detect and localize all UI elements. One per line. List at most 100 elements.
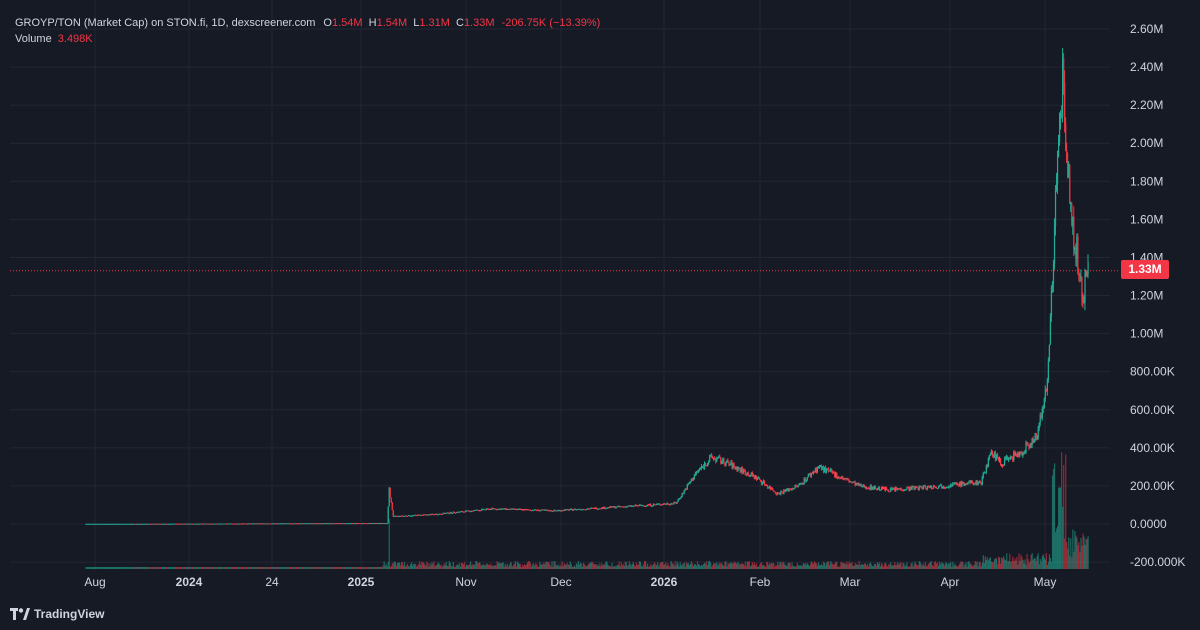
volume-bar <box>141 567 143 569</box>
candle-body <box>966 483 968 485</box>
volume-bar <box>282 567 285 569</box>
candle-body <box>717 457 719 459</box>
candle-body <box>566 509 568 511</box>
candle-body <box>722 457 724 463</box>
candle-body <box>575 509 578 511</box>
candle-body <box>158 523 160 525</box>
candle-body <box>710 454 712 457</box>
candle-body <box>314 523 316 525</box>
volume-bar <box>896 564 898 569</box>
candle-body <box>1026 443 1028 445</box>
volume-bar <box>165 567 168 569</box>
candle-body <box>1007 456 1009 461</box>
volume-bar <box>530 563 532 569</box>
candle-body <box>831 469 833 472</box>
price-axis[interactable]: 2.60M2.40M2.20M2.00M1.80M1.60M1.40M1.20M… <box>1130 22 1185 569</box>
candle-body <box>513 508 515 510</box>
candle-body <box>634 504 637 507</box>
candle-body <box>1043 398 1045 409</box>
volume-label[interactable]: Volume <box>15 33 52 45</box>
volume-bar <box>381 567 383 569</box>
volume-bar <box>616 565 618 569</box>
candle-body <box>242 523 244 525</box>
candle-body <box>946 487 948 489</box>
volume-bar <box>518 563 521 569</box>
volume-bar <box>1040 561 1042 569</box>
volume-bar <box>365 567 367 569</box>
volume-bar <box>301 567 303 569</box>
candle-body <box>1048 344 1051 362</box>
volume-bar <box>781 564 783 569</box>
volume-bar <box>710 562 712 569</box>
candle-body <box>321 523 323 525</box>
candle-body <box>591 507 593 509</box>
candle-body <box>324 523 326 525</box>
volume-bar <box>322 567 324 569</box>
candle-body <box>626 506 628 508</box>
volume-bar <box>696 561 699 569</box>
candle-body <box>139 523 141 525</box>
volume-bar <box>614 565 616 569</box>
volume-bar <box>632 562 634 569</box>
candle-body <box>353 523 355 525</box>
volume-bar <box>841 562 843 569</box>
candle-body <box>676 502 678 504</box>
volume-bar <box>948 563 950 569</box>
volume-bar <box>482 564 484 569</box>
candle-body <box>553 509 555 512</box>
candle-body <box>647 504 649 506</box>
volume-bar <box>298 567 300 569</box>
candle-body <box>357 523 359 525</box>
volume-bar <box>650 563 652 569</box>
candle-body <box>531 510 533 512</box>
volume-bar <box>402 565 405 569</box>
candle-body <box>1002 464 1004 467</box>
candle-body <box>401 515 404 517</box>
volume-bar <box>877 563 880 569</box>
volume-bar <box>996 564 999 569</box>
price-tick-label: 2.60M <box>1130 22 1163 36</box>
candle-body <box>912 486 914 488</box>
volume-bar <box>1069 555 1071 569</box>
volume-bar <box>984 556 986 569</box>
candle-body <box>681 493 683 497</box>
candle-body <box>160 523 162 525</box>
volume-bar <box>111 567 114 569</box>
volume-bar <box>516 561 519 569</box>
volume-bar <box>547 562 549 569</box>
volume-bar <box>892 565 894 569</box>
candle-body <box>1016 453 1018 457</box>
volume-bar <box>146 567 148 569</box>
volume-bar <box>979 561 981 569</box>
volume-bar <box>199 567 201 569</box>
volume-bar <box>866 564 868 569</box>
candle-body <box>1035 433 1037 440</box>
candle-body <box>273 523 275 525</box>
candle-body <box>839 477 841 479</box>
volume-bar <box>323 567 325 569</box>
volume-bar <box>1075 535 1077 569</box>
volume-bar <box>304 567 306 569</box>
volume-bar <box>233 567 235 569</box>
candle-body <box>195 523 197 525</box>
time-axis[interactable]: Aug 2024 24 2025 Nov Dec 2026 Feb Mar Apr May <box>84 575 1056 589</box>
volume-bar <box>745 566 747 569</box>
volume-bar <box>818 565 821 569</box>
volume-bar <box>94 567 96 569</box>
candle-body <box>175 523 177 525</box>
candle-body <box>927 485 929 487</box>
tradingview-logo[interactable]: TradingView <box>10 605 104 623</box>
symbol-title[interactable]: GROYP/TON (Market Cap) on STON.fi, 1D, d… <box>15 17 316 29</box>
candle-body <box>278 523 280 525</box>
volume-bar <box>917 565 919 569</box>
volume-bar <box>413 564 415 569</box>
candle-body <box>1075 247 1077 259</box>
candle-body <box>355 523 357 525</box>
volume-bar <box>429 563 431 569</box>
candle-body <box>1063 58 1065 83</box>
candle-body <box>191 523 193 525</box>
candle-body <box>449 512 451 514</box>
volume-bar <box>144 567 146 569</box>
volume-bar <box>571 566 573 569</box>
